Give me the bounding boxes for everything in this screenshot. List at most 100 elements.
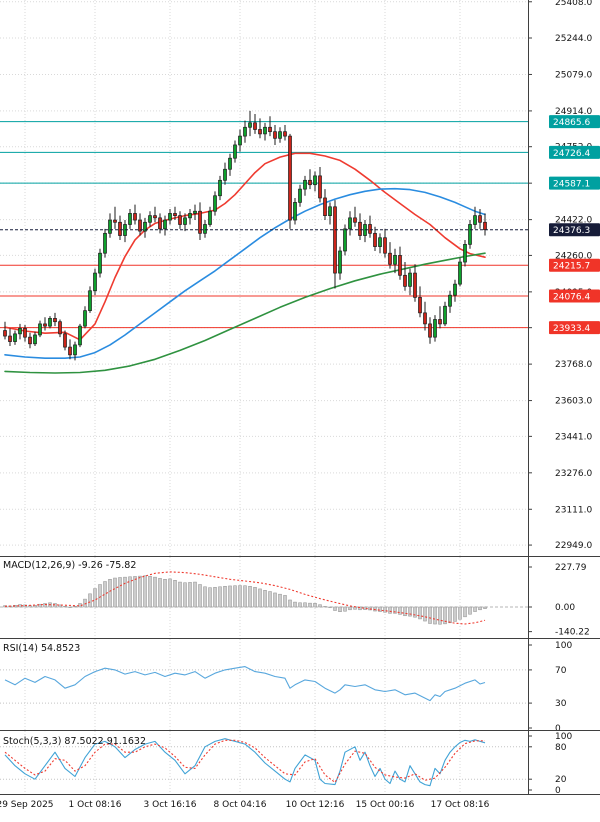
stoch-d-line [4,739,486,783]
candle [33,334,37,345]
macd-histogram-bar [458,606,462,620]
candle [228,157,232,170]
macd-histogram-bar [288,599,292,608]
candle [233,144,237,159]
macd-histogram-bar [338,606,342,612]
candle [83,310,87,327]
candle [293,202,297,221]
macd-histogram-bar [103,581,107,608]
svg-text:0: 0 [555,724,561,731]
macd-histogram-bar [443,606,447,625]
candle [8,335,12,342]
macd-histogram-bar [63,606,67,608]
candle [68,346,72,356]
candle [403,274,407,287]
candle [393,255,397,265]
macd-histogram-bar [243,585,247,608]
candle [23,327,27,338]
macd-histogram-bar [268,591,272,608]
rsi-panel-canvas[interactable]: 100 70 30 0 [0,639,600,731]
candle [168,213,172,221]
macd-histogram-bar [308,602,312,608]
svg-text:24865.6: 24865.6 [553,118,590,128]
macd-histogram-bar [388,606,392,614]
svg-text:24376.3: 24376.3 [553,226,590,236]
macd-histogram-bar [468,606,472,615]
candle [173,213,177,216]
candle [328,206,332,216]
macd-histogram-bar [168,578,172,608]
candle [133,213,137,221]
candle [188,213,192,219]
macd-histogram-bar [198,584,202,608]
svg-text:25244.0: 25244.0 [555,34,592,44]
macd-histogram-bar [223,586,227,608]
support-price-badge [549,258,600,272]
candle [143,221,147,232]
macd-histogram-bar [373,606,377,612]
macd-histogram-bar [433,606,437,625]
candle [48,318,52,327]
macd-histogram-bar [118,577,122,608]
candle [218,179,222,197]
candle [333,206,337,274]
candle [308,179,312,186]
candle [473,215,477,225]
macd-signal-line [4,571,486,625]
candle [63,333,67,348]
price-chart-canvas[interactable]: 25408.025244.025079.024914.024752.024587… [0,0,600,557]
macd-histogram-bar [203,586,207,608]
candle [163,219,167,230]
macd-histogram-bar [228,585,232,608]
time-axis[interactable]: 29 Sep 2025 1 Oct 08:16 3 Oct 16:16 8 Oct 0… [0,795,600,818]
ma-fast-red [4,152,486,341]
candle [323,197,327,216]
svg-text:70: 70 [555,666,567,676]
macd-histogram-bar [143,575,147,608]
macd-histogram-bar [323,606,327,608]
macd-histogram-bar [193,581,197,608]
macd-histogram-bar [473,606,477,612]
svg-text:23441.0: 23441.0 [555,432,592,442]
candle [138,219,142,232]
candle [413,272,417,298]
macd-panel-canvas[interactable]: 227.79 0.00 -140.22 [0,557,600,639]
candle [483,221,487,231]
candle [428,323,432,338]
svg-text:0.00: 0.00 [555,603,575,613]
macd-histogram-bar [173,580,177,608]
svg-text:23933.4: 23933.4 [553,324,590,334]
macd-histogram-bar [123,576,127,608]
time-label: 15 Oct 00:16 [355,800,415,810]
macd-histogram-bar [328,606,332,608]
macd-histogram-bar [478,606,482,611]
support-price-badge [549,289,600,303]
svg-text:23276.0: 23276.0 [555,469,592,479]
time-label: 3 Oct 16:16 [143,800,197,810]
candle [388,252,392,265]
rsi-line [4,666,486,702]
macd-histogram-bar [463,606,467,618]
macd-histogram-bar [163,579,167,608]
svg-text:30: 30 [555,699,567,709]
svg-text:20: 20 [555,775,567,785]
svg-text:23768.0: 23768.0 [555,360,592,370]
macd-histogram-bar [153,576,157,608]
rsi-indicator-label: RSI(14) 54.8523 [3,643,81,654]
candle [148,215,152,223]
macd-histogram-bar [423,606,427,622]
candle [378,237,382,247]
macd-histogram-bar [358,606,362,611]
macd-histogram-bar [138,575,142,608]
macd-histogram-bar [248,586,252,608]
candle [358,221,362,236]
macd-histogram-bar [378,606,382,612]
candle [268,126,272,133]
macd-histogram-bar [238,585,242,608]
svg-text:24587.1: 24587.1 [553,180,590,190]
candle [88,290,92,311]
macd-histogram-bar [278,593,282,608]
svg-text:227.79: 227.79 [555,563,587,573]
macd-histogram-bar [303,602,307,608]
